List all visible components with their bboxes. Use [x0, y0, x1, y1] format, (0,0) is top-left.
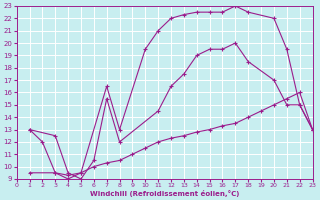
X-axis label: Windchill (Refroidissement éolien,°C): Windchill (Refroidissement éolien,°C): [90, 190, 239, 197]
